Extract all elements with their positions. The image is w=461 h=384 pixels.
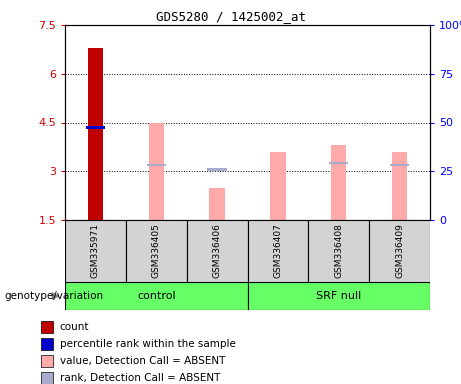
Text: count: count (59, 322, 89, 332)
Bar (329, 162, 349, 164)
Bar (41, 321, 53, 333)
Text: percentile rank within the sample: percentile rank within the sample (59, 339, 236, 349)
Bar (392, 152, 407, 220)
Bar (248, 220, 308, 282)
Bar (41, 354, 53, 367)
Text: GSM336406: GSM336406 (213, 223, 222, 278)
Text: GDS5280 / 1425002_at: GDS5280 / 1425002_at (155, 10, 306, 23)
Bar (148, 122, 164, 220)
Bar (88, 48, 103, 220)
Text: GSM336409: GSM336409 (395, 223, 404, 278)
Bar (369, 220, 430, 282)
Bar (209, 187, 225, 220)
Text: value, Detection Call = ABSENT: value, Detection Call = ABSENT (59, 356, 225, 366)
Text: GSM335971: GSM335971 (91, 223, 100, 278)
Text: rank, Detection Call = ABSENT: rank, Detection Call = ABSENT (59, 373, 220, 383)
Text: SRF null: SRF null (316, 291, 361, 301)
Text: GSM336408: GSM336408 (334, 223, 343, 278)
Bar (41, 372, 53, 384)
Bar (248, 282, 430, 310)
Bar (207, 169, 227, 171)
Text: genotype/variation: genotype/variation (5, 291, 104, 301)
Bar (41, 338, 53, 350)
Text: GSM336407: GSM336407 (273, 223, 283, 278)
Bar (270, 152, 285, 220)
Bar (65, 282, 248, 310)
Bar (331, 145, 346, 220)
Bar (308, 220, 369, 282)
Bar (86, 126, 105, 129)
Bar (126, 220, 187, 282)
Text: GSM336405: GSM336405 (152, 223, 161, 278)
Bar (187, 220, 248, 282)
Bar (390, 164, 409, 166)
Bar (65, 220, 126, 282)
Bar (147, 164, 166, 166)
Text: control: control (137, 291, 176, 301)
